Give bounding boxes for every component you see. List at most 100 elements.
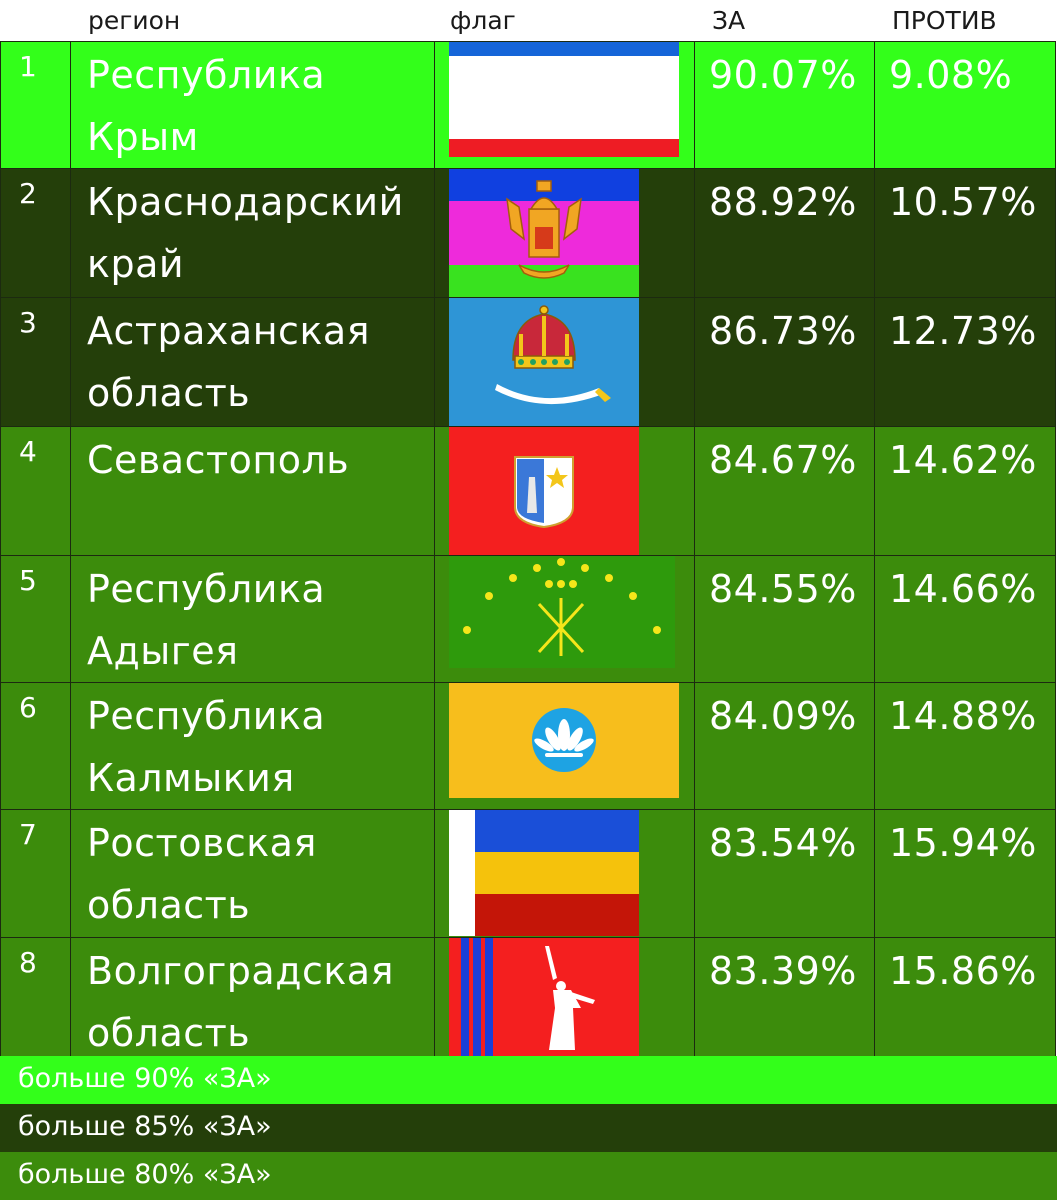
against-percent: 14.88% [889, 694, 1037, 738]
region-cell: Республика Адыгея [70, 555, 435, 683]
flag-cell [434, 168, 695, 298]
for-cell: 88.92% [694, 168, 875, 298]
for-percent: 84.55% [709, 567, 857, 611]
against-percent: 15.86% [889, 949, 1037, 993]
table-row: 7 Ростовская область 83.54% 15.94% [0, 809, 1056, 938]
against-cell: 14.88% [874, 682, 1056, 810]
row-number-cell: 4 [0, 426, 71, 556]
sevastopol-flag-icon [449, 427, 639, 555]
header-region: регион [88, 6, 181, 35]
for-percent: 84.67% [709, 438, 857, 482]
flag-cell [434, 937, 695, 1065]
for-percent: 84.09% [709, 694, 857, 738]
legend-over85: больше 85% «ЗА» [0, 1104, 1057, 1152]
row-number: 3 [19, 306, 37, 339]
against-percent: 15.94% [889, 821, 1037, 865]
legend-over85-label: больше 85% «ЗА» [18, 1111, 272, 1142]
header-flag: флаг [450, 6, 516, 35]
table-row: 4 Севастополь 84.67% 14.62% [0, 426, 1056, 556]
row-number: 5 [19, 564, 37, 597]
row-number-cell: 5 [0, 555, 71, 683]
flag-cell [434, 426, 695, 556]
for-cell: 84.67% [694, 426, 875, 556]
flag-cell [434, 682, 695, 810]
row-number-cell: 8 [0, 937, 71, 1065]
legend-over90-label: больше 90% «ЗА» [18, 1063, 272, 1094]
header-against: ПРОТИВ [892, 6, 997, 35]
region-name: Краснодарский край [87, 180, 404, 286]
against-cell: 14.66% [874, 555, 1056, 683]
for-percent: 90.07% [709, 53, 857, 97]
against-percent: 14.62% [889, 438, 1037, 482]
region-name: Севастополь [87, 438, 350, 482]
region-name: Республика Калмыкия [87, 694, 326, 800]
region-name: Республика Адыгея [87, 567, 326, 673]
row-number-cell: 2 [0, 168, 71, 298]
against-cell: 9.08% [874, 41, 1056, 169]
region-cell: Республика Крым [70, 41, 435, 169]
region-name: Астраханская область [87, 309, 371, 415]
against-cell: 12.73% [874, 297, 1056, 427]
for-cell: 83.54% [694, 809, 875, 938]
row-number-cell: 6 [0, 682, 71, 810]
region-name: Республика Крым [87, 53, 326, 159]
against-cell: 10.57% [874, 168, 1056, 298]
row-number: 7 [19, 818, 37, 851]
rostov-flag-icon [449, 810, 639, 936]
kalmykia-flag-icon [449, 683, 679, 798]
table-row: 2 Краснодарский край 88.92% 10.57 [0, 168, 1056, 298]
krasnodar-flag-icon [449, 169, 639, 297]
for-cell: 83.39% [694, 937, 875, 1065]
legend-over90: больше 90% «ЗА» [0, 1056, 1057, 1104]
row-number-cell: 1 [0, 41, 71, 169]
for-cell: 90.07% [694, 41, 875, 169]
region-cell: Краснодарский край [70, 168, 435, 298]
region-name: Волгоградская область [87, 949, 394, 1055]
against-cell: 15.86% [874, 937, 1056, 1065]
region-cell: Республика Калмыкия [70, 682, 435, 810]
flag-cell [434, 41, 695, 169]
against-cell: 14.62% [874, 426, 1056, 556]
legend-over80-label: больше 80% «ЗА» [18, 1159, 272, 1190]
region-cell: Астраханская область [70, 297, 435, 427]
legend-over80: больше 80% «ЗА» [0, 1152, 1057, 1200]
table-row: 3 Астраханская область 86.73% 12.73 [0, 297, 1056, 427]
for-cell: 86.73% [694, 297, 875, 427]
for-percent: 86.73% [709, 309, 857, 353]
flag-cell [434, 809, 695, 938]
header-for: ЗА [712, 6, 746, 35]
row-number-cell: 3 [0, 297, 71, 427]
table-header: регион флаг ЗА ПРОТИВ [0, 0, 1057, 41]
against-cell: 15.94% [874, 809, 1056, 938]
row-number: 8 [19, 946, 37, 979]
table-row: 1 Республика Крым 90.07% 9.08% [0, 41, 1056, 169]
astrakhan-flag-icon [449, 298, 639, 426]
for-cell: 84.09% [694, 682, 875, 810]
region-cell: Волгоградская область [70, 937, 435, 1065]
row-number-cell: 7 [0, 809, 71, 938]
for-cell: 84.55% [694, 555, 875, 683]
against-percent: 12.73% [889, 309, 1037, 353]
volgograd-flag-icon [449, 938, 639, 1064]
against-percent: 9.08% [889, 53, 1013, 97]
for-percent: 88.92% [709, 180, 857, 224]
against-percent: 14.66% [889, 567, 1037, 611]
row-number: 1 [19, 50, 37, 83]
against-percent: 10.57% [889, 180, 1037, 224]
region-cell: Ростовская область [70, 809, 435, 938]
region-cell: Севастополь [70, 426, 435, 556]
flag-cell [434, 297, 695, 427]
adygea-flag-icon [449, 556, 675, 668]
for-percent: 83.39% [709, 949, 857, 993]
row-number: 4 [19, 435, 37, 468]
results-table: 1 Республика Крым 90.07% 9.08% 2 Краснода… [0, 41, 1056, 1065]
row-number: 6 [19, 691, 37, 724]
flag-cell [434, 555, 695, 683]
for-percent: 83.54% [709, 821, 857, 865]
table-row: 5 Республика Адыгея 84.55% 14.66% [0, 555, 1056, 683]
crimea-flag-icon [449, 42, 679, 157]
table-row: 6 Республика Калмыкия 84.09% 14.88% [0, 682, 1056, 810]
row-number: 2 [19, 177, 37, 210]
table-row: 8 Волгоградская область 83.39% 15.86% [0, 937, 1056, 1065]
region-name: Ростовская область [87, 821, 317, 927]
